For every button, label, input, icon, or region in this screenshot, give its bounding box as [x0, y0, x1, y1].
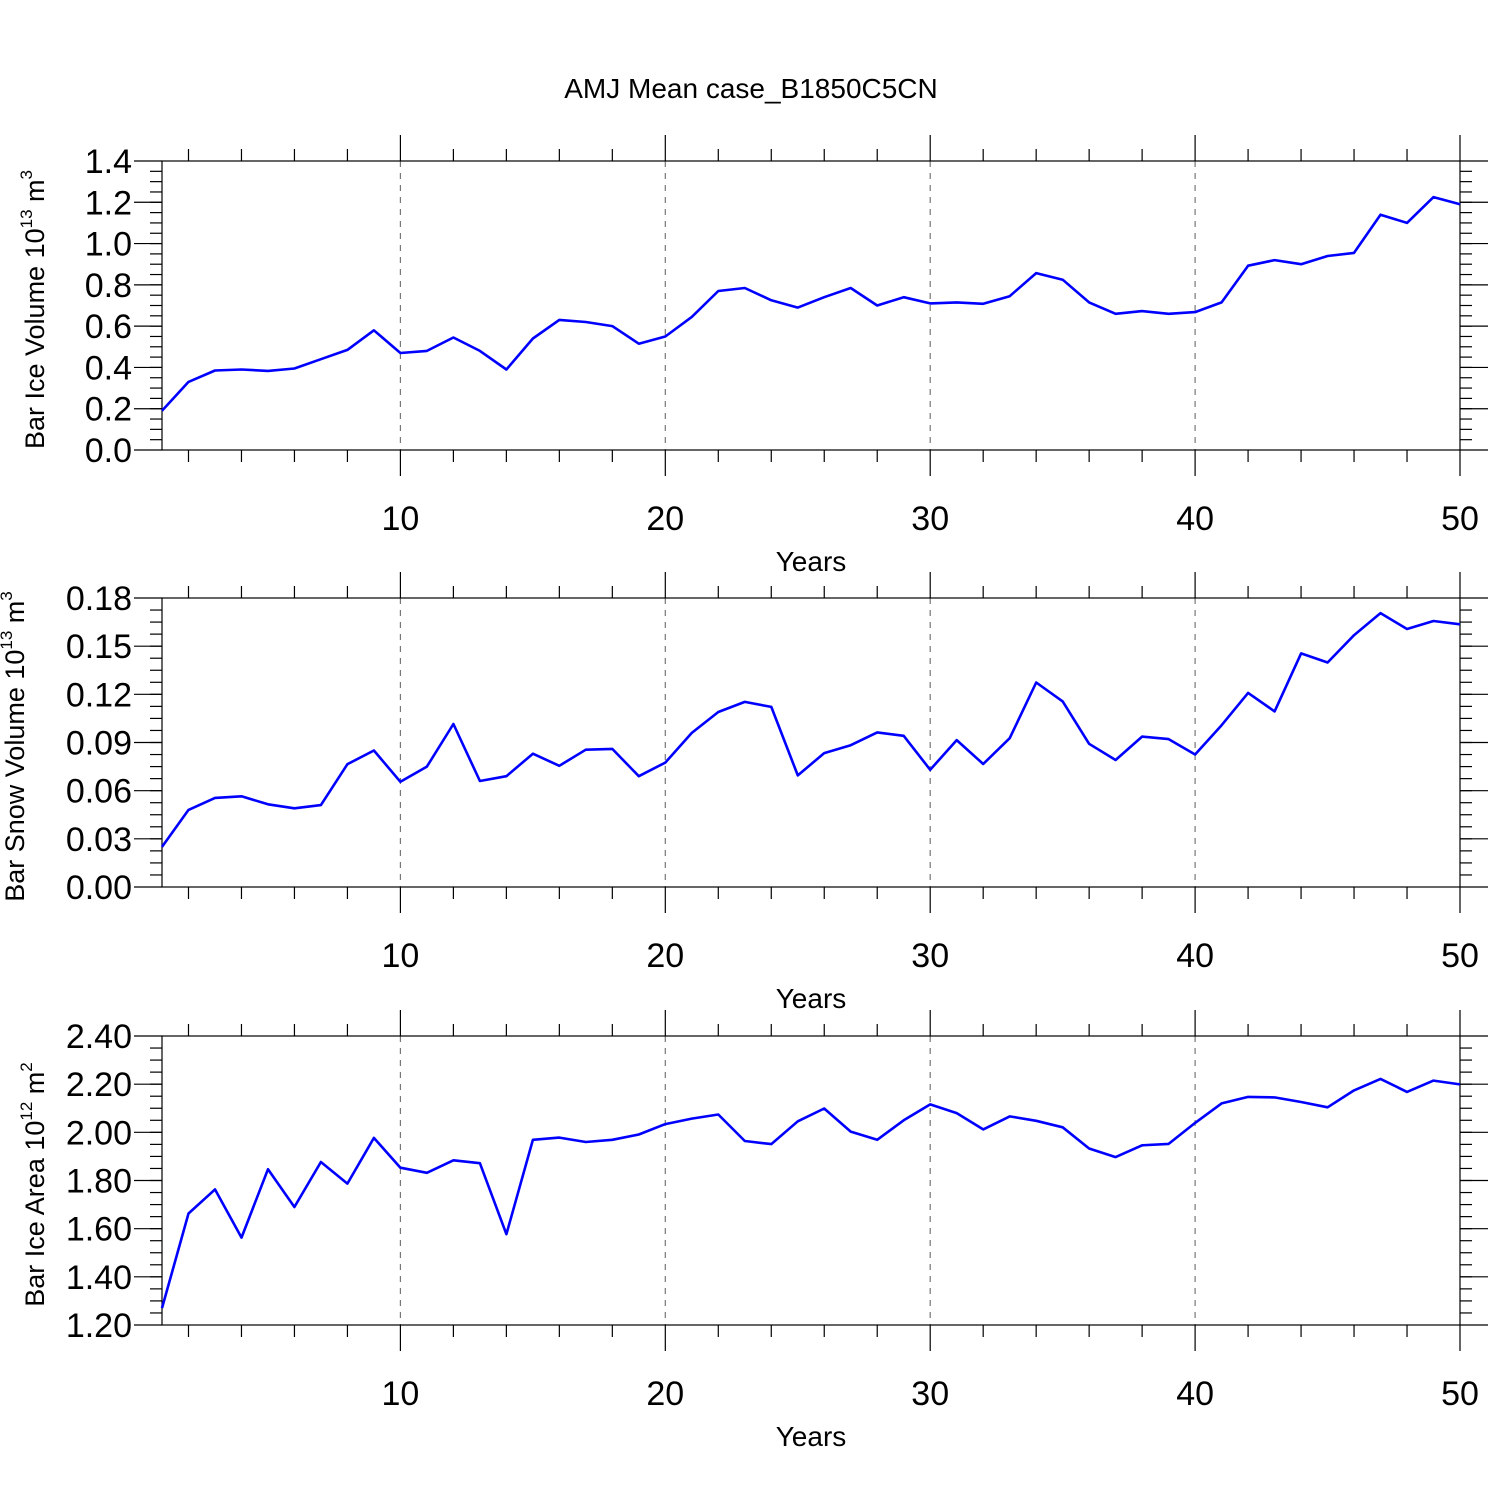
- x-axis-label: Years: [776, 1421, 847, 1452]
- x-tick-label: 50: [1441, 937, 1479, 975]
- x-tick-label: 30: [911, 937, 949, 975]
- panels: 10 20 30 40 50 0.00.2 0.40.60.81.0 1.21.4 Years B…: [0, 135, 1488, 1452]
- y-axis-label: Bar Ice Area 1012 m2: [17, 1062, 50, 1307]
- x-axis-label: Years: [776, 983, 847, 1014]
- panel-2: 10 20 30 40 50 0.00 0.03 0.06 0.09 0.12 0.15 0.18 Ye…: [0, 572, 1488, 1014]
- y-tick-label: 2.00: [66, 1114, 132, 1152]
- y-tick-label: 0.12: [66, 676, 132, 714]
- y-tick-label: 1.0: [85, 226, 132, 264]
- y-axis-label-exponent: 13: [0, 631, 16, 650]
- y-tick-label: 2.40: [66, 1018, 132, 1056]
- y-axis-label-unit: m: [20, 1072, 50, 1102]
- y-axis-label: Bar Snow Volume 1013 m3: [0, 591, 30, 902]
- plot-frame: [161, 160, 1461, 451]
- y-axis-label-exponent: 12: [17, 1102, 36, 1121]
- y-tick-label: 1.20: [66, 1307, 132, 1345]
- x-tick-label: 20: [646, 500, 684, 538]
- x-tick-label: 10: [381, 500, 419, 538]
- series-line: [160, 611, 1461, 848]
- panel-3: 10 20 30 40 50 1.20 1.40 1.60 1.80 2.00 2.20 2.40 Ye…: [17, 1010, 1488, 1452]
- y-tick-label: 0.15: [66, 628, 132, 666]
- y-tick-label: 0.6: [85, 308, 132, 346]
- y-axis-label-unit-exponent: 2: [17, 1062, 36, 1071]
- y-tick-label: 0.09: [66, 725, 132, 763]
- y-tick-label: 0.8: [85, 267, 132, 305]
- y-tick-label: 1.60: [66, 1211, 132, 1249]
- x-tick-label: 40: [1176, 1375, 1214, 1413]
- x-tick-label: 20: [646, 1375, 684, 1413]
- plot-frame: [161, 1035, 1461, 1326]
- y-tick-label: 1.80: [66, 1163, 132, 1201]
- y-axis-label-unit-exponent: 3: [0, 591, 16, 600]
- y-axis-label: Bar Ice Volume 1013 m3: [17, 170, 50, 449]
- x-tick-label: 30: [911, 500, 949, 538]
- y-axis-label-unit-exponent: 3: [17, 170, 36, 179]
- y-tick-label: 0.18: [66, 580, 132, 618]
- x-tick-label: 50: [1441, 500, 1479, 538]
- series-line: [160, 1077, 1461, 1309]
- figure-title: AMJ Mean case_B1850C5CN: [564, 73, 938, 104]
- y-tick-label: 0.00: [66, 869, 132, 907]
- y-axis-label-text: Bar Ice Volume 10: [20, 228, 50, 449]
- x-axis-label: Years: [776, 546, 847, 577]
- y-axis-label-unit: m: [0, 601, 30, 631]
- x-tick-label: 20: [646, 937, 684, 975]
- x-tick-label: 40: [1176, 937, 1214, 975]
- panel-1: 10 20 30 40 50 0.00.2 0.40.60.81.0 1.21.4 Years B…: [17, 135, 1488, 577]
- y-tick-label: 0.2: [85, 391, 132, 429]
- y-axis-label-exponent: 13: [17, 209, 36, 228]
- y-tick-label: 0.06: [66, 773, 132, 811]
- x-tick-label: 50: [1441, 1375, 1479, 1413]
- y-tick-label: 0.0: [85, 432, 132, 470]
- y-tick-label: 0.03: [66, 821, 132, 859]
- y-tick-label: 1.2: [85, 184, 132, 222]
- y-tick-label: 2.20: [66, 1066, 132, 1104]
- x-tick-label: 40: [1176, 500, 1214, 538]
- y-tick-label: 1.4: [85, 143, 132, 181]
- y-tick-label: 0.4: [85, 349, 132, 387]
- x-tick-label: 10: [381, 1375, 419, 1413]
- plot-frame: [161, 597, 1461, 888]
- y-axis-label-unit: m: [20, 179, 50, 209]
- x-tick-label: 10: [381, 937, 419, 975]
- y-axis-label-text: Bar Snow Volume 10: [0, 650, 30, 902]
- x-tick-label: 30: [911, 1375, 949, 1413]
- series-line: [161, 195, 1461, 412]
- y-tick-label: 1.40: [66, 1259, 132, 1297]
- y-axis-label-text: Bar Ice Area 10: [20, 1121, 50, 1307]
